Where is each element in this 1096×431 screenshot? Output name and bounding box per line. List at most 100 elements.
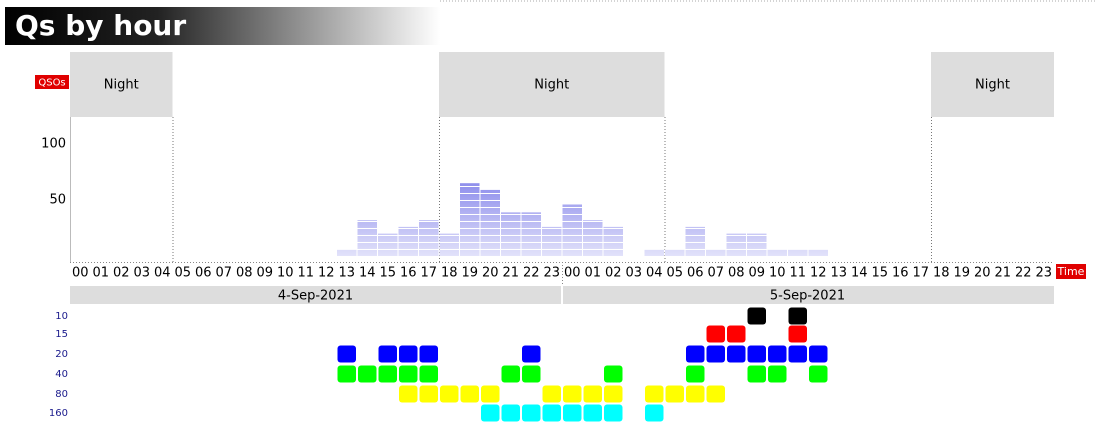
- band-cell: [706, 385, 725, 403]
- band-cell: [501, 404, 520, 422]
- band-cell: [378, 345, 397, 363]
- band-cell: [604, 385, 623, 403]
- band-cell: [706, 325, 725, 343]
- bar-stripes: [665, 249, 685, 256]
- x-tick-label: 14: [359, 266, 376, 281]
- night-band: [439, 52, 665, 117]
- y-label-bg: [35, 75, 69, 89]
- x-tick-label: 15: [379, 266, 396, 281]
- band-cell: [419, 385, 438, 403]
- x-tick-label: 23: [1035, 266, 1052, 281]
- band-cell: [747, 345, 766, 363]
- x-tick-label: 02: [113, 266, 130, 281]
- band-cell: [542, 385, 561, 403]
- band-cell: [727, 325, 746, 343]
- x-tick-label: 02: [605, 266, 622, 281]
- x-tick-label: 22: [1015, 266, 1032, 281]
- bar-stripes: [788, 249, 808, 256]
- x-tick-label: 09: [256, 266, 273, 281]
- x-tick-label: 07: [707, 266, 724, 281]
- band-cell: [768, 345, 787, 363]
- x-tick-label: 20: [482, 266, 499, 281]
- band-cell: [686, 385, 705, 403]
- x-tick-label: 15: [871, 266, 888, 281]
- band-cell: [542, 404, 561, 422]
- band-cell: [604, 365, 623, 383]
- bar-stripes: [398, 226, 418, 256]
- band-cell: [337, 345, 356, 363]
- x-tick-label: 11: [789, 266, 806, 281]
- band-cell: [686, 365, 705, 383]
- x-tick-label: 21: [502, 266, 519, 281]
- bar-stripes: [378, 233, 398, 256]
- x-tick-label: 11: [297, 266, 314, 281]
- x-tick-label: 17: [420, 266, 437, 281]
- band-cell: [665, 385, 684, 403]
- x-tick-label: 06: [687, 266, 704, 281]
- x-tick-label: 06: [195, 266, 212, 281]
- x-tick-label: 09: [748, 266, 765, 281]
- x-tick-label: 01: [584, 266, 601, 281]
- band-cell: [440, 385, 459, 403]
- bar-stripes: [501, 212, 521, 256]
- band-cell: [522, 345, 541, 363]
- night-label: Night: [104, 78, 139, 93]
- band-cell: [809, 365, 828, 383]
- x-tick-label: 08: [236, 266, 253, 281]
- x-tick-label: 17: [912, 266, 929, 281]
- x-tick-label: 07: [215, 266, 232, 281]
- x-tick-label: 16: [892, 266, 909, 281]
- band-cell: [809, 345, 828, 363]
- band-cell: [460, 385, 479, 403]
- x-tick-label: 03: [133, 266, 150, 281]
- band-cell: [419, 365, 438, 383]
- x-tick-label: 04: [646, 266, 663, 281]
- y-tick-label: 100: [41, 137, 66, 152]
- x-tick-label: 00: [564, 266, 581, 281]
- x-label: Time: [1057, 265, 1085, 278]
- band-label: 80: [55, 389, 68, 400]
- band-cell: [358, 365, 377, 383]
- band-cell: [706, 345, 725, 363]
- date-bar: [70, 286, 561, 304]
- band-cell: [378, 365, 397, 383]
- x-tick-label: 18: [933, 266, 950, 281]
- bar-stripes: [603, 226, 623, 256]
- band-cell: [645, 385, 664, 403]
- bar-stripes: [685, 226, 705, 256]
- x-tick-label: 22: [523, 266, 540, 281]
- date-bar: [563, 286, 1054, 304]
- bar-stripes: [337, 249, 357, 256]
- bar-stripes: [706, 249, 726, 256]
- bar-stripes: [562, 204, 582, 256]
- x-tick-label: 12: [810, 266, 827, 281]
- band-cell: [768, 365, 787, 383]
- x-tick-label: 19: [461, 266, 478, 281]
- bar-stripes: [726, 233, 746, 256]
- bar-stripes: [521, 212, 541, 256]
- band-cell: [788, 345, 807, 363]
- x-tick-label: 14: [851, 266, 868, 281]
- bar-stripes: [808, 249, 828, 256]
- band-label: 40: [55, 369, 68, 380]
- x-tick-label: 13: [830, 266, 847, 281]
- band-cell: [788, 325, 807, 343]
- band-cell: [522, 365, 541, 383]
- band-label: 20: [55, 349, 68, 360]
- x-tick-label: 20: [974, 266, 991, 281]
- bar-stripes: [542, 226, 562, 256]
- x-tick-label: 05: [666, 266, 683, 281]
- band-cell: [337, 365, 356, 383]
- band-cell: [481, 404, 500, 422]
- bar-stripes: [767, 249, 787, 256]
- chart-title: Qs by hour: [15, 9, 186, 42]
- band-cell: [481, 385, 500, 403]
- band-label: 10: [55, 311, 68, 322]
- x-label-bg: [1056, 264, 1086, 279]
- band-cell: [522, 404, 541, 422]
- x-tick-label: 13: [338, 266, 355, 281]
- band-cell: [747, 307, 766, 325]
- band-cell: [788, 307, 807, 325]
